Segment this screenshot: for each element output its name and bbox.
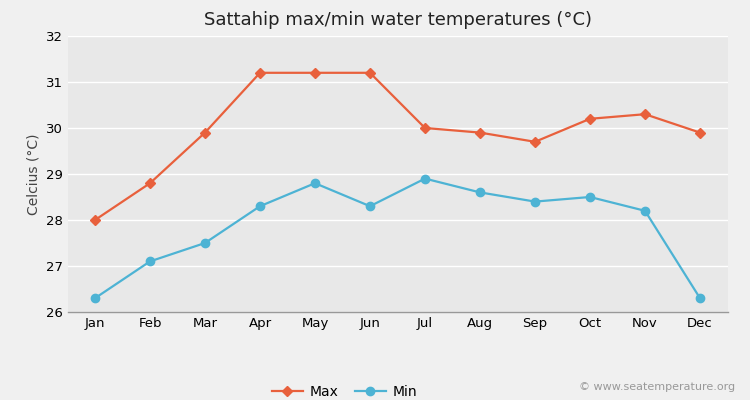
Max [530,139,539,144]
Max [640,112,650,117]
Text: © www.seatemperature.org: © www.seatemperature.org [579,382,735,392]
Min [695,296,704,301]
Title: Sattahip max/min water temperatures (°C): Sattahip max/min water temperatures (°C) [203,11,592,29]
Max [91,218,100,222]
Min [530,199,539,204]
Min [365,204,374,209]
Max [200,130,209,135]
Min [476,190,484,195]
Max [476,130,484,135]
Min [586,194,595,199]
Max [256,70,265,75]
Min [91,296,100,301]
Max [695,130,704,135]
Min [200,240,209,245]
Legend: Max, Min: Max, Min [266,380,423,400]
Min [256,204,265,209]
Max [365,70,374,75]
Y-axis label: Celcius (°C): Celcius (°C) [26,133,40,215]
Max [146,181,154,186]
Min [640,208,650,213]
Line: Max: Max [92,69,704,224]
Min [421,176,430,181]
Min [146,259,154,264]
Max [586,116,595,121]
Max [310,70,320,75]
Line: Min: Min [91,174,704,302]
Max [421,126,430,130]
Min [310,181,320,186]
